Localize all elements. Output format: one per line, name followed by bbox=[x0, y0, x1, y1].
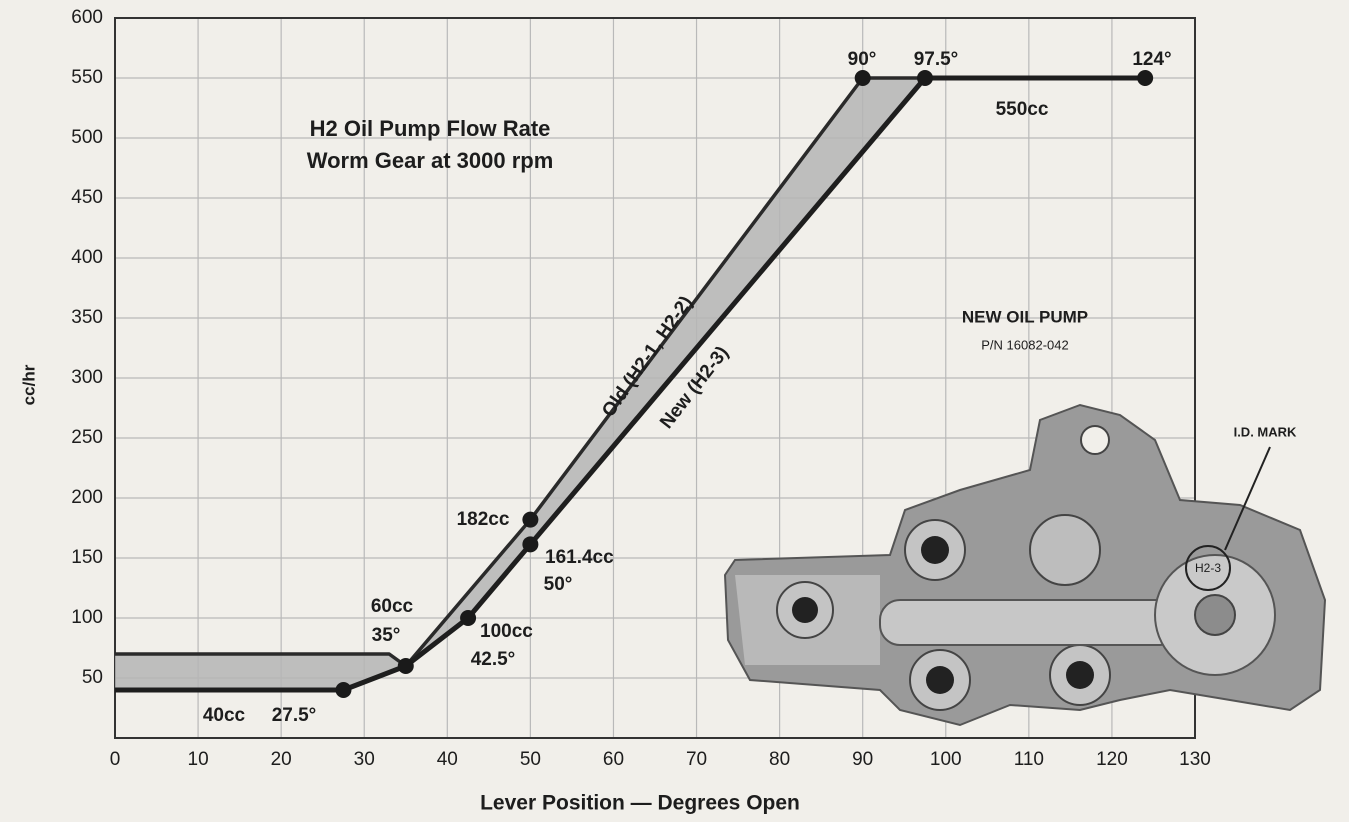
x-tick-label: 40 bbox=[437, 749, 458, 770]
x-tick-label: 120 bbox=[1096, 749, 1128, 770]
y-tick-label: 50 bbox=[82, 667, 103, 688]
annotation: 97.5° bbox=[914, 49, 959, 70]
annotation: 27.5° bbox=[272, 705, 317, 726]
data-point bbox=[1137, 70, 1153, 86]
x-axis-label: Lever Position — Degrees Open bbox=[480, 792, 800, 815]
y-tick-label: 250 bbox=[71, 427, 103, 448]
x-tick-label: 110 bbox=[1014, 749, 1044, 770]
x-tick-label: 10 bbox=[188, 749, 209, 770]
data-point bbox=[398, 658, 414, 674]
inset-title: NEW OIL PUMP bbox=[962, 307, 1088, 326]
x-tick-label: 80 bbox=[769, 749, 790, 770]
x-tick-label: 90 bbox=[852, 749, 873, 770]
y-tick-label: 200 bbox=[71, 487, 103, 508]
y-tick-label: 150 bbox=[71, 547, 103, 568]
annotation: 161.4cc bbox=[545, 547, 614, 568]
annotation: 124° bbox=[1132, 49, 1171, 70]
annotation: 90° bbox=[848, 49, 877, 70]
x-tick-label: 60 bbox=[603, 749, 624, 770]
data-point bbox=[855, 70, 871, 86]
chart-subtitle: Worm Gear at 3000 rpm bbox=[307, 148, 554, 173]
annotation: 35° bbox=[372, 625, 401, 646]
chart-title: H2 Oil Pump Flow Rate bbox=[310, 116, 551, 141]
data-point bbox=[522, 536, 538, 552]
x-tick-label: 130 bbox=[1179, 749, 1211, 770]
y-tick-label: 500 bbox=[71, 127, 103, 148]
data-point bbox=[522, 512, 538, 528]
x-tick-label: 0 bbox=[110, 749, 121, 770]
data-point bbox=[917, 70, 933, 86]
y-tick-label: 300 bbox=[71, 367, 103, 388]
annotation: 60cc bbox=[371, 596, 414, 617]
annotation: 182cc bbox=[457, 509, 510, 530]
y-tick-label: 450 bbox=[71, 187, 103, 208]
y-tick-label: 100 bbox=[71, 607, 103, 628]
data-point bbox=[335, 682, 351, 698]
inset-part-number: P/N 16082-042 bbox=[981, 337, 1068, 352]
y-tick-label: 600 bbox=[71, 7, 103, 28]
y-tick-label: 350 bbox=[71, 307, 103, 328]
annotation: 40cc bbox=[203, 705, 246, 726]
annotation: 42.5° bbox=[471, 649, 516, 670]
x-tick-label: 70 bbox=[686, 749, 707, 770]
inset-id-mark: H2-3 bbox=[1195, 561, 1221, 575]
annotation: 100cc bbox=[480, 621, 533, 642]
inset-callout: I.D. MARK bbox=[1234, 424, 1297, 439]
annotation: 550cc bbox=[996, 99, 1049, 120]
annotation: 50° bbox=[544, 574, 573, 595]
y-axis-label: cc/hr bbox=[19, 364, 38, 405]
chart: H2 Oil Pump Flow Rate Worm Gear at 3000 … bbox=[0, 0, 1349, 822]
y-tick-label: 550 bbox=[71, 67, 103, 88]
y-tick-label: 400 bbox=[71, 247, 103, 268]
data-point bbox=[460, 610, 476, 626]
x-tick-label: 50 bbox=[520, 749, 541, 770]
x-tick-label: 20 bbox=[271, 749, 292, 770]
x-tick-label: 30 bbox=[354, 749, 375, 770]
x-tick-label: 100 bbox=[930, 749, 962, 770]
